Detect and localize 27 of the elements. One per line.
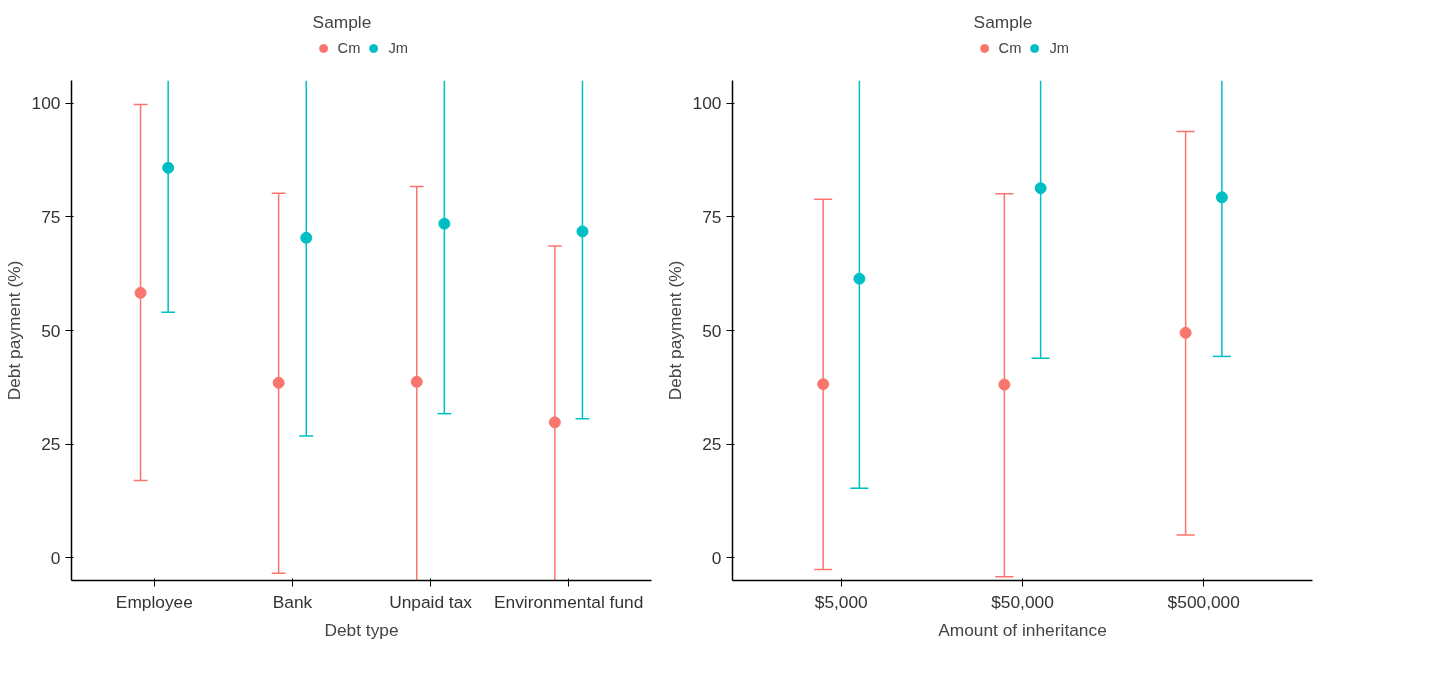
x-tick-label: Employee (115, 591, 193, 612)
y-axis-title: Debt payment (%) (3, 260, 24, 401)
y-tick-label: 25 (41, 434, 61, 455)
legend-label: Cm (337, 40, 361, 56)
x-tick-label: $50,000 (991, 591, 1054, 612)
y-tick-label: 0 (711, 547, 722, 568)
legend-title: Sample (973, 12, 1034, 33)
y-tick-label: 75 (41, 206, 61, 227)
x-tick-label: Unpaid tax (389, 591, 473, 612)
y-axis-title: Debt payment (%) (664, 260, 685, 401)
legend-title: Sample (312, 12, 373, 33)
y-tick-label: 100 (31, 93, 61, 114)
legend-label: Cm (998, 40, 1022, 56)
y-tick-label: 100 (692, 93, 722, 114)
y-tick-label: 50 (41, 320, 61, 341)
x-axis-title: Debt type (324, 619, 399, 640)
x-tick-label: Bank (272, 591, 313, 612)
x-tick-label: $5,000 (814, 591, 868, 612)
y-tick-label: 50 (702, 320, 722, 341)
x-tick-label: $500,000 (1167, 591, 1240, 612)
x-axis-title: Amount of inheritance (938, 619, 1107, 640)
y-tick-label: 0 (50, 547, 61, 568)
legend-label: Jm (388, 40, 409, 56)
legend-label: Jm (1049, 40, 1070, 56)
y-tick-label: 25 (702, 434, 722, 455)
x-tick-label: Environmental fund (493, 591, 644, 612)
y-tick-label: 75 (702, 206, 722, 227)
